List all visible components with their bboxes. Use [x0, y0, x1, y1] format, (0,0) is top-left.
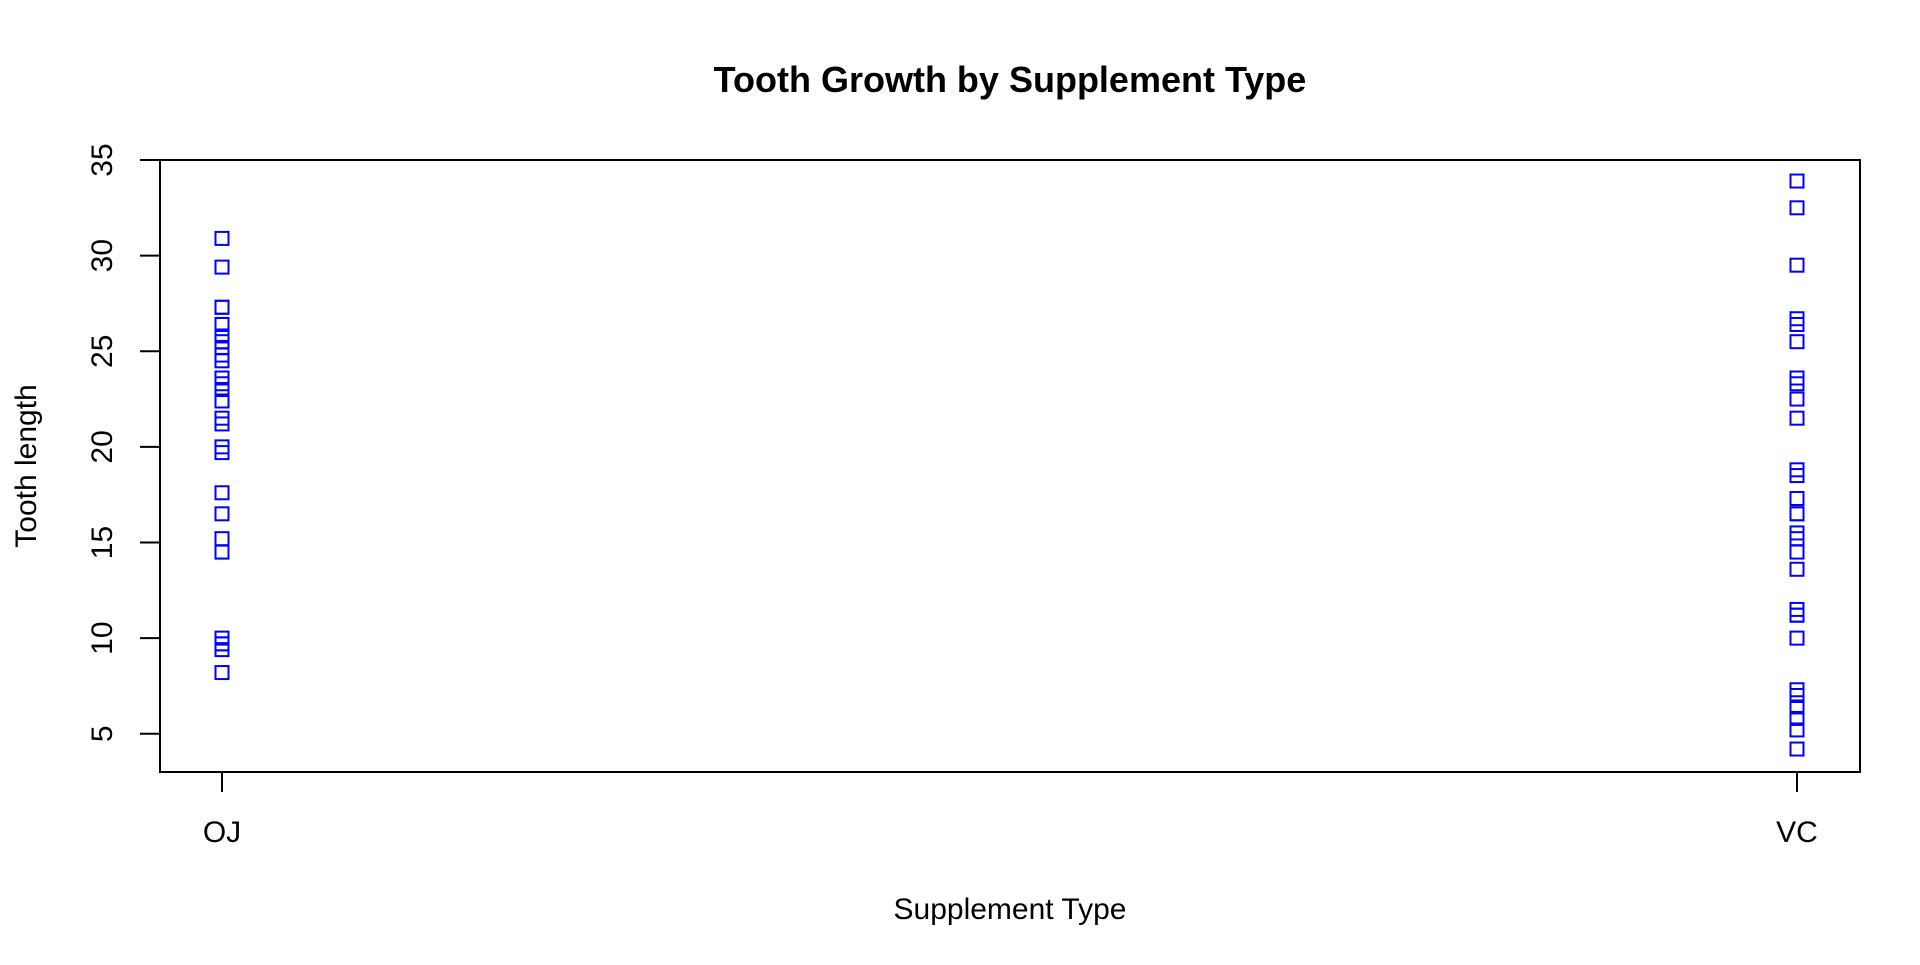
- data-point-vc: [1789, 391, 1805, 407]
- data-point-vc: [1789, 699, 1805, 715]
- data-point-vc: [1789, 200, 1805, 216]
- data-point-vc: [1789, 710, 1805, 726]
- data-point-oj: [214, 506, 230, 522]
- y-tick-label: 10: [86, 621, 119, 654]
- data-point-oj: [214, 299, 230, 315]
- data-point-oj: [214, 299, 230, 315]
- y-tick-label: 5: [86, 725, 119, 742]
- data-point-vc: [1789, 376, 1805, 392]
- data-point-vc: [1789, 688, 1805, 703]
- data-point-vc: [1789, 468, 1805, 484]
- data-point-vc: [1789, 173, 1805, 189]
- data-point-oj: [214, 259, 230, 275]
- data-point-vc: [1789, 311, 1805, 327]
- data-point-oj: [214, 531, 230, 547]
- data-point-oj: [214, 416, 230, 432]
- data-point-oj: [214, 665, 230, 681]
- y-tick-label: 20: [86, 430, 119, 463]
- plot-frame: [159, 159, 1861, 773]
- data-point-vc: [1789, 491, 1805, 507]
- data-point-vc: [1789, 741, 1805, 757]
- data-point-vc: [1789, 607, 1805, 623]
- y-axis-title: Tooth length: [10, 384, 43, 547]
- data-point-vc: [1789, 544, 1805, 560]
- y-axis: 5 10 15 20 25 30 35: [86, 143, 161, 742]
- data-point-vc: [1789, 506, 1805, 522]
- data-point-oj: [214, 439, 230, 455]
- data-point-vc: [1789, 561, 1805, 577]
- data-point-oj: [214, 316, 230, 332]
- x-axis-title: Supplement Type: [894, 893, 1127, 926]
- data-point-oj: [214, 347, 230, 363]
- y-tick-label: 15: [86, 526, 119, 559]
- x-tick-label-vc: VC: [1776, 816, 1818, 849]
- data-point-vc: [1789, 410, 1805, 426]
- x-tick-label-oj: OJ: [203, 816, 241, 849]
- data-point-oj: [214, 382, 230, 397]
- data-point-oj: [214, 370, 230, 386]
- data-point-vc: [1789, 257, 1805, 273]
- data-point-vc: [1789, 525, 1805, 541]
- data-point-vc: [1789, 491, 1805, 507]
- data-points: [214, 173, 1805, 757]
- y-tick-label: 35: [86, 143, 119, 176]
- data-point-oj: [214, 485, 230, 501]
- data-point-oj: [214, 636, 230, 652]
- y-tick-label: 30: [86, 239, 119, 272]
- data-point-vc: [1789, 722, 1805, 738]
- x-axis: OJ VC: [203, 771, 1818, 849]
- data-point-oj: [214, 544, 230, 560]
- data-point-oj: [214, 544, 230, 560]
- data-point-vc: [1789, 506, 1805, 522]
- y-tick-label: 25: [86, 335, 119, 368]
- data-point-vc: [1789, 334, 1805, 350]
- data-point-vc: [1789, 630, 1805, 646]
- data-point-oj: [214, 393, 230, 409]
- chart-title: Tooth Growth by Supplement Type: [714, 59, 1307, 100]
- data-point-oj: [214, 230, 230, 246]
